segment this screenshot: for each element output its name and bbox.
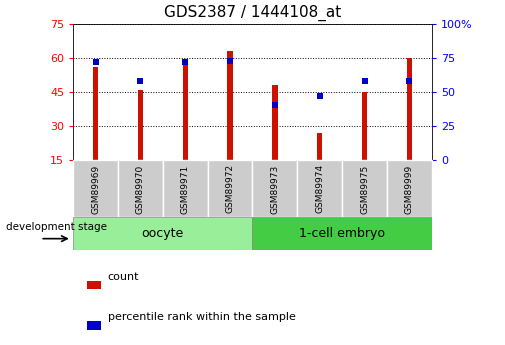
FancyBboxPatch shape: [208, 160, 252, 217]
Point: [271, 102, 279, 107]
Text: percentile rank within the sample: percentile rank within the sample: [108, 312, 295, 322]
Point: [136, 79, 144, 84]
Bar: [227, 51, 233, 160]
Bar: [362, 92, 367, 160]
FancyBboxPatch shape: [252, 160, 297, 217]
FancyBboxPatch shape: [297, 160, 342, 217]
Bar: [87, 321, 100, 330]
Bar: [272, 86, 278, 160]
Text: GSM89975: GSM89975: [360, 164, 369, 214]
Point: [91, 60, 99, 65]
Text: GSM89969: GSM89969: [91, 164, 100, 214]
Text: 1-cell embryo: 1-cell embryo: [299, 227, 385, 240]
Point: [361, 79, 369, 84]
Text: count: count: [108, 272, 139, 282]
Title: GDS2387 / 1444108_at: GDS2387 / 1444108_at: [164, 5, 341, 21]
FancyBboxPatch shape: [252, 217, 432, 250]
Text: GSM89999: GSM89999: [405, 164, 414, 214]
Point: [406, 79, 414, 84]
Text: GSM89974: GSM89974: [315, 164, 324, 214]
Bar: [87, 280, 100, 289]
Text: GSM89972: GSM89972: [226, 164, 235, 214]
Point: [181, 60, 189, 65]
FancyBboxPatch shape: [118, 160, 163, 217]
FancyBboxPatch shape: [387, 160, 432, 217]
Bar: [138, 90, 143, 160]
Text: GSM89970: GSM89970: [136, 164, 145, 214]
Text: oocyte: oocyte: [142, 227, 184, 240]
FancyBboxPatch shape: [163, 160, 208, 217]
Point: [226, 58, 234, 64]
Point: [316, 93, 324, 99]
FancyBboxPatch shape: [342, 160, 387, 217]
Bar: [317, 133, 322, 160]
Text: development stage: development stage: [6, 222, 107, 232]
FancyBboxPatch shape: [73, 160, 118, 217]
Bar: [93, 67, 98, 160]
Bar: [183, 60, 188, 160]
Text: GSM89973: GSM89973: [270, 164, 279, 214]
Bar: [407, 58, 412, 160]
FancyBboxPatch shape: [73, 217, 252, 250]
Text: GSM89971: GSM89971: [181, 164, 190, 214]
